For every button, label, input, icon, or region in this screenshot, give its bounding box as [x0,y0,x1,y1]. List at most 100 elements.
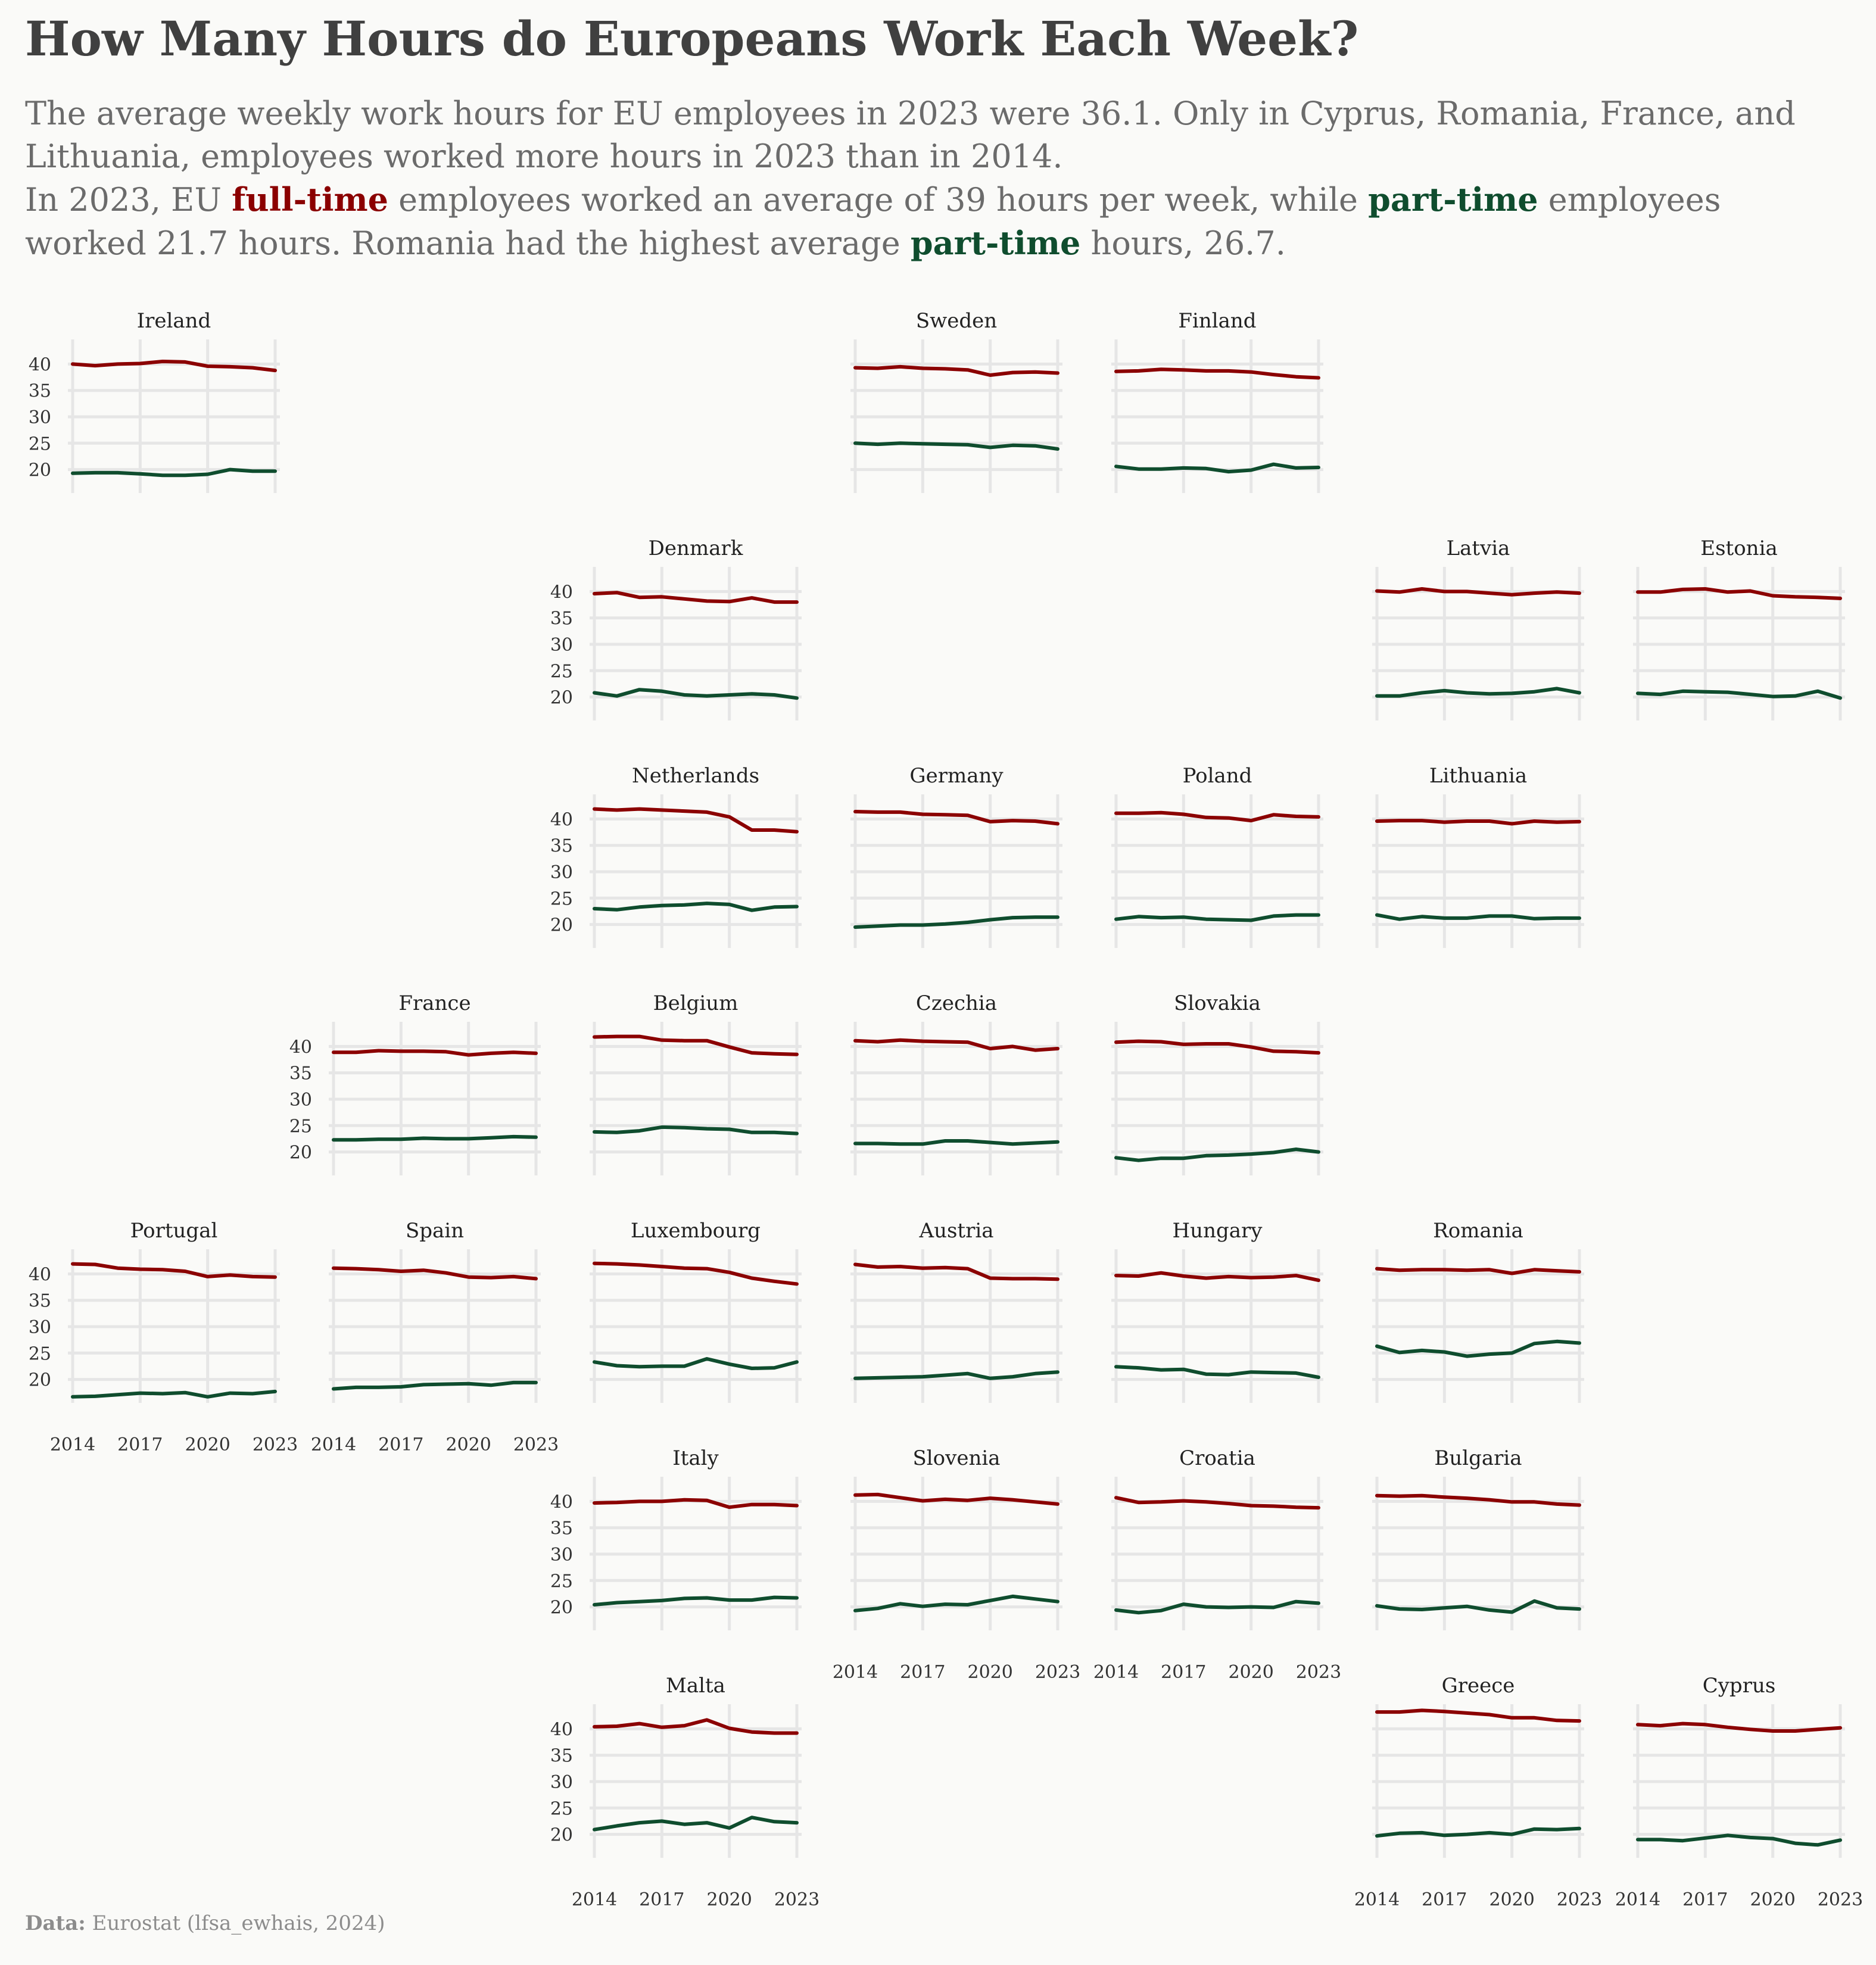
panel-title: Romania [1433,1219,1523,1243]
part-time-line [1114,462,1320,474]
subtitle-line-3: In 2023, EU full-time employees worked a… [25,178,1847,222]
part-time-line [332,1134,538,1142]
full-time-line [332,1266,538,1281]
part-time-line [1114,1147,1320,1162]
panel-title: Finland [1178,309,1256,333]
full-time-line [71,360,277,373]
full-time-line [71,1262,277,1279]
panel-title: France [398,991,470,1015]
y-tick-label: 35 [29,381,51,402]
panel-title: Austria [919,1219,994,1243]
panel-title: Slovakia [1174,991,1261,1015]
subtitle-text: worked 21.7 hours. Romania had the highe… [25,224,911,262]
full-time-line [1114,1496,1320,1510]
x-tick-label: 2023 [1818,1889,1863,1910]
x-tick-label: 2020 [706,1889,752,1910]
x-tick-label: 2014 [833,1662,878,1683]
subtitle-line-1: The average weekly work hours for EU emp… [25,95,1796,132]
x-tick-label: 2017 [378,1434,423,1455]
y-tick-label: 30 [550,1545,573,1565]
x-tick-label: 2017 [1161,1662,1206,1683]
full-time-line [853,1038,1059,1052]
subtitle-text: hours, 26.7. [1080,224,1286,262]
full-time-line [853,1492,1059,1506]
x-tick-label: 2017 [117,1434,163,1455]
full-time-line [593,1034,799,1056]
full-time-line [1375,819,1581,826]
full-time-line [1114,367,1320,380]
panel-title: Hungary [1173,1219,1263,1243]
y-tick-label: 35 [289,1063,312,1084]
x-tick-label: 2014 [50,1434,95,1455]
part-time-highlight: part-time [1368,180,1538,219]
subtitle-text: employees worked an average of 39 hours … [388,181,1369,219]
panel-title: Estonia [1700,537,1777,560]
part-time-line [71,467,277,478]
full-time-line [1375,587,1581,597]
x-tick-label: 2014 [1093,1662,1139,1683]
x-tick-label: 2020 [1750,1889,1795,1910]
part-time-line [1375,1599,1581,1614]
part-time-line [1375,1339,1581,1358]
panel-title: Latvia [1447,537,1510,560]
data-source-caption: Data: Eurostat (lfsa_ewhais, 2024) [25,1911,385,1935]
x-tick-label: 2023 [774,1889,819,1910]
x-tick-label: 2014 [572,1889,617,1910]
part-time-line [593,902,799,912]
panel-title: Luxembourg [631,1219,761,1243]
y-tick-label: 35 [550,1518,573,1539]
y-tick-label: 40 [29,1264,51,1285]
x-tick-label: 2014 [1615,1889,1660,1910]
y-tick-label: 20 [550,1598,573,1618]
panel-title: Lithuania [1429,764,1527,788]
x-tick-label: 2020 [1228,1662,1273,1683]
x-tick-label: 2020 [1489,1889,1534,1910]
part-time-line [1375,913,1581,921]
y-tick-label: 40 [550,582,573,603]
y-tick-label: 30 [289,1090,312,1111]
panel-title: Croatia [1179,1446,1255,1470]
part-time-line [853,1370,1059,1380]
panel-title: Slovenia [912,1446,1000,1470]
y-tick-label: 40 [550,809,573,830]
panel-title: Netherlands [632,764,759,788]
panel-title: Italy [672,1446,719,1470]
full-time-line [1375,1267,1581,1275]
full-time-line [1636,587,1842,600]
subtitle-line-4: worked 21.7 hours. Romania had the highe… [25,222,1847,265]
part-time-line [853,441,1059,451]
x-tick-label: 2017 [639,1889,684,1910]
full-time-line [1114,810,1320,823]
panel-title: Belgium [653,991,738,1015]
subtitle-text: employees [1538,181,1721,219]
chart-title: How Many Hours do Europeans Work Each We… [25,11,1359,67]
y-tick-label: 40 [29,354,51,375]
x-tick-label: 2023 [1296,1662,1341,1683]
panel-title: Spain [406,1219,464,1243]
panel-title: Poland [1183,764,1252,788]
x-tick-label: 2014 [1354,1889,1400,1910]
y-tick-label: 40 [289,1037,312,1058]
y-tick-label: 20 [29,1370,51,1391]
y-tick-label: 40 [550,1719,573,1740]
y-tick-label: 35 [29,1291,51,1312]
part-time-line [593,1816,799,1832]
full-time-line [332,1049,538,1057]
x-tick-label: 2014 [311,1434,356,1455]
full-time-line [1114,1271,1320,1283]
x-tick-label: 2020 [967,1662,1012,1683]
y-tick-label: 25 [550,1571,573,1592]
part-time-line [593,1357,799,1370]
part-time-line [1375,1826,1581,1838]
y-tick-label: 35 [550,1746,573,1767]
full-time-line [593,591,799,604]
part-time-line [853,1594,1059,1612]
y-tick-label: 20 [29,460,51,481]
part-time-line [853,1139,1059,1146]
panel-title: Portugal [130,1219,218,1243]
part-time-line [71,1389,277,1399]
y-tick-label: 25 [550,661,573,682]
caption-text: Eurostat (lfsa_ewhais, 2024) [85,1911,385,1935]
x-tick-label: 2023 [253,1434,298,1455]
panel-title: Sweden [916,309,997,333]
